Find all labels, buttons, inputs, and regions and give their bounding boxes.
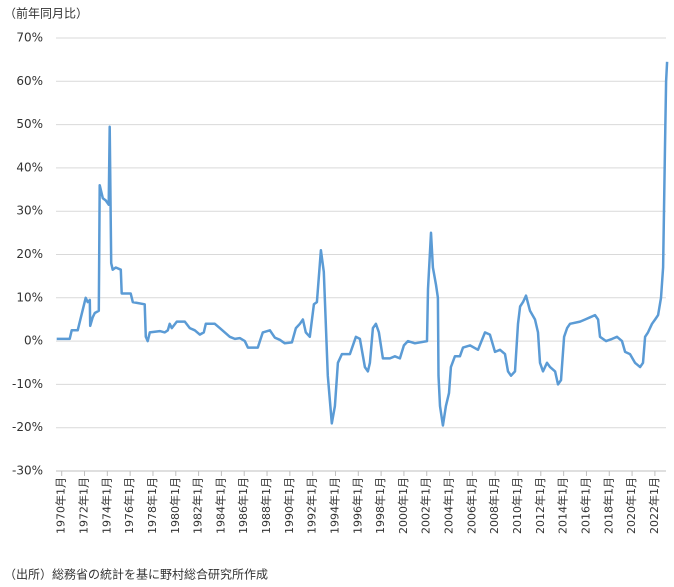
x-tick-label: 2006年1月 (464, 477, 478, 534)
x-tick-label: 1974年1月 (99, 477, 113, 534)
x-tick-label: 2022年1月 (647, 477, 661, 534)
x-tick-label: 1994年1月 (327, 477, 341, 534)
y-tick-label: 40% (16, 160, 43, 174)
x-tick-label: 2000年1月 (396, 477, 410, 534)
x-tick-label: 2008年1月 (487, 477, 501, 534)
x-tick-label: 1970年1月 (54, 477, 68, 534)
source-note: （出所）総務省の統計を基に野村総合研究所作成 (4, 567, 268, 582)
x-tick-label: 1984年1月 (213, 477, 227, 534)
x-tick-label: 2020年1月 (624, 477, 638, 534)
x-tick-label: 1980年1月 (168, 477, 182, 534)
x-tick-label: 1988年1月 (259, 477, 273, 534)
y-tick-label: 60% (16, 74, 43, 88)
x-tick-label: 1982年1月 (191, 477, 205, 534)
y-tick-label: 10% (16, 290, 43, 304)
x-tick-label: 2004年1月 (442, 477, 456, 534)
y-tick-label: -10% (12, 377, 43, 391)
x-tick-label: 1978年1月 (145, 477, 159, 534)
x-tick-label: 1990年1月 (282, 477, 296, 534)
x-tick-label: 1992年1月 (305, 477, 319, 534)
x-tick-label: 2002年1月 (419, 477, 433, 534)
y-tick-label: 20% (16, 247, 43, 261)
x-tick-label: 1998年1月 (373, 477, 387, 534)
x-tick-label: 2010年1月 (510, 477, 524, 534)
x-tick-label: 1996年1月 (350, 477, 364, 534)
x-tick-label: 1986年1月 (236, 477, 250, 534)
x-tick-label: 1976年1月 (122, 477, 136, 534)
data-line (56, 61, 669, 427)
y-tick-label: 50% (16, 117, 43, 131)
y-tick-label: -20% (12, 420, 43, 434)
x-tick-label: 2016年1月 (578, 477, 592, 534)
chart-title: （前年同月比） (4, 6, 88, 21)
x-tick-label: 2018年1月 (601, 477, 615, 534)
y-tick-label: -30% (12, 464, 43, 478)
x-tick-label: 2014年1月 (556, 477, 570, 534)
y-tick-label: 30% (16, 204, 43, 218)
x-tick-label: 1972年1月 (77, 477, 91, 534)
y-tick-label: 0% (24, 334, 43, 348)
x-tick-label: 2012年1月 (533, 477, 547, 534)
y-tick-label: 70% (16, 31, 43, 45)
